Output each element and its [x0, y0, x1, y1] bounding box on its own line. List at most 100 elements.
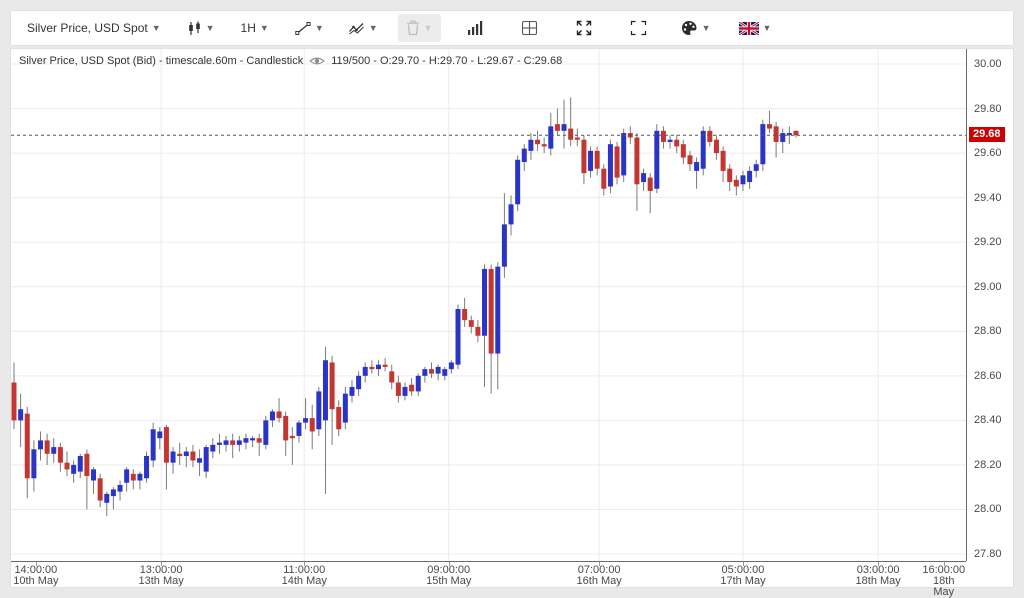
legend-stats: 119/500 - O:29.70 - H:29.70 - L:29.67 - … [331, 55, 563, 67]
snapshot-button[interactable] [622, 16, 655, 40]
chevron-down-icon: ▼ [762, 22, 772, 33]
candle [766, 110, 772, 134]
candle [349, 380, 355, 403]
volume-toggle-button[interactable] [459, 16, 491, 40]
candle [256, 433, 262, 456]
candle [223, 435, 229, 452]
candle [667, 135, 673, 149]
candle [24, 407, 30, 499]
layout-grid-icon [521, 20, 538, 36]
candle [91, 467, 97, 494]
candle [283, 411, 289, 456]
fullscreen-button[interactable] [568, 16, 600, 40]
chevron-down-icon: ▼ [423, 22, 433, 33]
candle [554, 108, 560, 136]
chart-panel: Silver Price, USD Spot (Bid) - timescale… [10, 48, 1014, 598]
time-tick-mark [878, 562, 880, 566]
time-tick-mark [742, 562, 744, 566]
price-tick-label: 29.80 [974, 102, 1002, 115]
price-tick-label: 28.40 [974, 414, 1002, 427]
theme-palette-button[interactable]: ▼ [673, 16, 719, 40]
price-tick-label: 29.60 [974, 147, 1002, 160]
candle [581, 135, 587, 185]
candle [269, 409, 275, 428]
candle [296, 420, 302, 443]
candle [607, 139, 613, 194]
candle [64, 451, 70, 477]
candle [389, 364, 395, 390]
palette-icon [681, 20, 698, 36]
chevron-down-icon: ▼ [151, 22, 161, 33]
candle [760, 119, 766, 171]
candle [104, 491, 110, 517]
candle [236, 435, 242, 452]
candle [568, 97, 574, 147]
language-selector[interactable]: ▼ [731, 18, 780, 39]
candle [362, 362, 368, 383]
price-axis[interactable]: 29.68 30.00 29.80 29.60 29.40 29.20 29.00 28.8… [966, 49, 1013, 561]
indicator-zigzag-icon [348, 21, 365, 36]
candle [375, 360, 381, 376]
time-axis[interactable]: 14:00:00 10th May 13:00:00 13th May 11:00:00… [11, 561, 966, 598]
time-tick-label: 11:00:00 14th May [281, 564, 327, 587]
candle [448, 360, 454, 374]
candle [621, 128, 627, 183]
candle [482, 264, 488, 387]
candle [793, 130, 799, 138]
chevron-down-icon: ▼ [368, 22, 378, 33]
candle [44, 433, 50, 465]
symbol-label: Silver Price, USD Spot [27, 21, 148, 35]
indicators-button[interactable]: ▼ [340, 17, 386, 40]
plot-area[interactable]: Silver Price, USD Spot (Bid) - timescale… [11, 49, 966, 561]
candle [561, 99, 567, 149]
candle [654, 124, 660, 194]
candle [515, 155, 521, 211]
candle [680, 139, 686, 165]
candle [11, 362, 17, 430]
candle [780, 128, 786, 154]
candle [422, 366, 428, 383]
candle [535, 130, 541, 151]
interval-selector[interactable]: 1H ▼ [233, 17, 277, 39]
candle [442, 366, 448, 381]
trash-icon [406, 20, 420, 36]
candle [548, 113, 554, 156]
uk-flag-icon [738, 21, 759, 35]
candle [687, 150, 693, 171]
candle [137, 471, 143, 490]
chart-type-button[interactable]: ▼ [179, 17, 223, 40]
candle [197, 449, 203, 477]
candle [528, 133, 534, 160]
candle [713, 135, 719, 160]
time-tick-mark [599, 562, 601, 566]
candle [634, 133, 640, 211]
candle [455, 304, 461, 370]
delete-drawings-button[interactable]: ▼ [397, 14, 441, 42]
trendline-tool-button[interactable]: ▼ [287, 17, 332, 40]
candle [263, 415, 269, 450]
time-tick-mark [943, 562, 945, 566]
price-tick-label: 30.00 [974, 58, 1002, 70]
volume-bars-icon [467, 20, 483, 36]
candle [124, 467, 130, 492]
candle [84, 449, 90, 510]
chevron-down-icon: ▼ [701, 22, 711, 33]
time-tick-label: 07:00:00 16th May [576, 564, 622, 587]
eye-icon[interactable] [309, 55, 326, 67]
candle [144, 451, 150, 483]
candle [402, 382, 408, 401]
chevron-down-icon: ▼ [259, 22, 269, 33]
layout-grid-button[interactable] [513, 16, 546, 40]
candle [468, 315, 474, 334]
candle [31, 440, 37, 492]
candle [409, 378, 415, 396]
symbol-selector[interactable]: Silver Price, USD Spot ▼ [19, 17, 169, 39]
snapshot-frame-icon [630, 20, 647, 36]
candle [753, 159, 759, 178]
candle [110, 487, 116, 510]
candle [395, 375, 401, 403]
price-tick-label: 28.80 [974, 325, 1002, 338]
candle [727, 164, 733, 191]
candle [230, 433, 236, 459]
candlestick-chart [11, 49, 966, 561]
